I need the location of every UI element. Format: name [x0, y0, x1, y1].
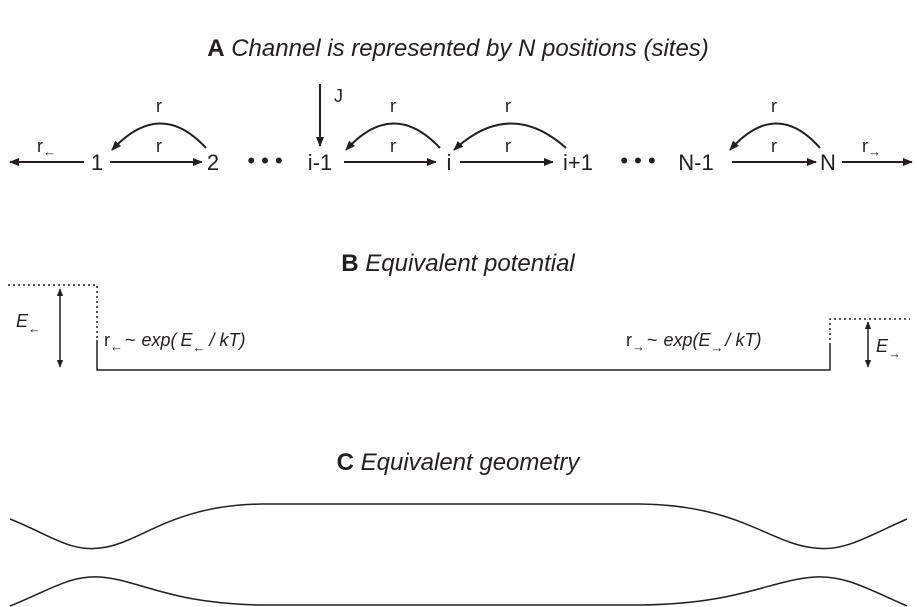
potential [8, 284, 910, 371]
arrows [9, 84, 913, 166]
site: i+1 [563, 150, 593, 175]
channel-wall-top [9, 503, 908, 550]
back-arrow [453, 122, 567, 151]
site: 2 [207, 150, 219, 175]
exit-rate-label: r← [37, 136, 56, 159]
energy-symbol: E [876, 336, 889, 356]
rate-label: r [771, 136, 777, 156]
exp: exp( [142, 330, 179, 350]
rate-label: r [505, 136, 511, 156]
subscript: → [632, 339, 645, 354]
rate-labels: J r r r r r r r r r← r→ [37, 86, 881, 159]
panel-title-text: Equivalent potential [365, 250, 575, 277]
panel-letter: B [341, 250, 358, 277]
sites: 1 2 • • • i-1 i i+1 • • • N-1 N [91, 148, 836, 175]
energy-symbol: E [16, 311, 29, 331]
subscript: ← [110, 339, 123, 354]
back-arrow [111, 122, 207, 151]
rate-label: r [390, 136, 396, 156]
subscript: → [888, 346, 901, 361]
rate-label: r [505, 96, 511, 116]
approx: ~ [647, 330, 658, 350]
ellipsis: • • • [247, 148, 282, 173]
panel-title: B Equivalent potential [341, 250, 575, 277]
rate-label: r [390, 96, 396, 116]
flux-label: J [334, 86, 343, 106]
kt: / kT) [724, 330, 762, 350]
energy-symbol: E [699, 330, 712, 350]
exp: exp( [664, 330, 701, 350]
rate-label: r [771, 96, 777, 116]
rate-symbol: r [104, 330, 110, 350]
site: N [820, 150, 836, 175]
subscript: ← [193, 340, 206, 355]
site: N-1 [678, 150, 713, 175]
kt: / kT) [208, 330, 246, 350]
barrier-dotted [8, 284, 98, 340]
approx: ~ [125, 330, 136, 350]
exit-rate-label: r→ [862, 136, 881, 159]
subscript: ← [43, 144, 56, 159]
energy-label: E→ [876, 336, 901, 361]
potential-line [96, 340, 831, 371]
panel-title-text: Channel is represented by N positions (s… [231, 35, 709, 62]
subscript: ← [28, 321, 41, 336]
back-arrow [729, 122, 821, 151]
barrier-dotted [829, 318, 910, 345]
energy-label: E← [16, 311, 41, 336]
site: i [447, 150, 452, 175]
rate-formula: r→ ~ exp(E→ / kT) [626, 330, 762, 355]
subscript: → [868, 144, 881, 159]
rate-label: r [156, 136, 162, 156]
ellipsis: • • • [620, 148, 655, 173]
rate-symbol: r [37, 136, 43, 156]
subscript: → [711, 340, 724, 355]
rate-symbol: r [626, 330, 632, 350]
panel-title: A Channel is represented by N positions … [207, 35, 709, 62]
rate-formula: r← ~ exp(E← / kT) [104, 330, 246, 355]
rate-label: r [156, 96, 162, 116]
panel-title: C Equivalent geometry [337, 449, 582, 476]
site: i-1 [308, 150, 332, 175]
back-arrow [345, 122, 441, 151]
energy-symbol: E [181, 330, 194, 350]
panel-letter: A [207, 35, 224, 62]
rate-symbol: r [862, 136, 868, 156]
panel-title-text: Equivalent geometry [361, 449, 582, 476]
panel-letter: C [337, 449, 354, 476]
channel-wall-bottom [9, 576, 908, 607]
site: 1 [91, 150, 103, 175]
